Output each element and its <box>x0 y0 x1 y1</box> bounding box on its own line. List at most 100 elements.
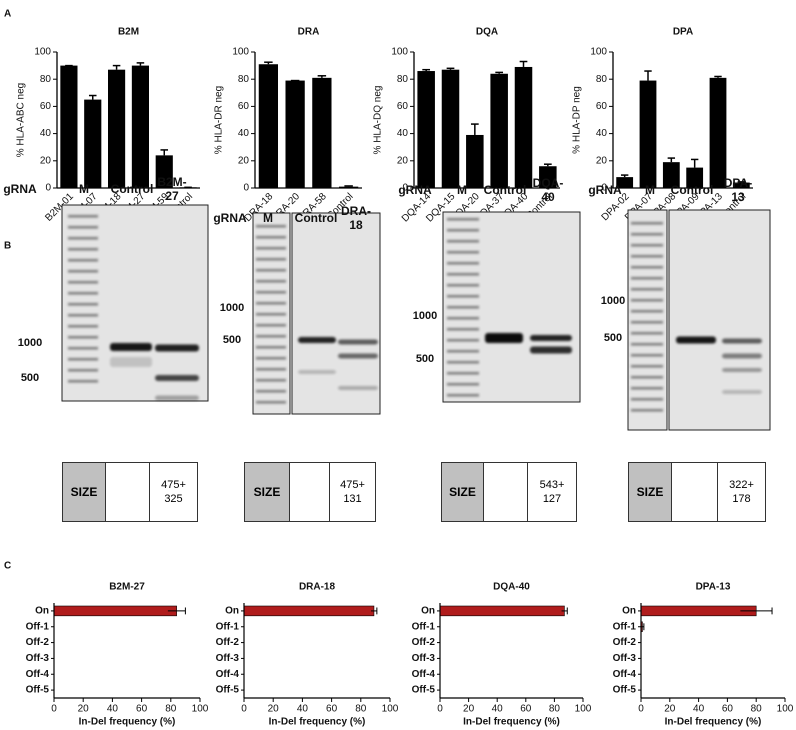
lane-label: Control <box>294 211 338 225</box>
y-tick-label: Off-2 <box>613 637 637 648</box>
lane-label: Control <box>110 182 154 196</box>
y-tick-label: Off-2 <box>26 637 50 648</box>
x-tick-label: 60 <box>520 704 532 715</box>
gel-band <box>256 269 286 272</box>
size-marker: 500 <box>603 332 623 344</box>
chart-title: DPA <box>673 27 693 38</box>
gel-band <box>68 325 98 328</box>
table-header: SIZE <box>62 462 106 522</box>
error-bar <box>470 123 479 135</box>
gel-band <box>447 383 479 386</box>
gel-band <box>530 346 572 354</box>
gel-band <box>631 354 663 357</box>
bar <box>616 177 634 188</box>
lane-label: M <box>645 183 655 197</box>
gel-band <box>447 394 479 397</box>
bar <box>131 65 149 188</box>
gel-band <box>338 353 378 359</box>
gel-band <box>631 409 663 412</box>
y-tick-label: 80 <box>40 74 52 85</box>
table-result: 322+ 178 <box>717 462 766 522</box>
chart-title: DRA <box>298 27 320 38</box>
gel-band <box>447 372 479 375</box>
error-bar <box>112 64 121 70</box>
y-tick-label: 60 <box>596 101 608 112</box>
bar <box>490 73 508 188</box>
error-bar <box>88 94 97 100</box>
table-empty <box>671 462 718 522</box>
gel-band <box>256 379 286 382</box>
gel-band <box>722 390 762 394</box>
chart-title: DRA-18 <box>299 582 336 593</box>
y-tick-label: Off-3 <box>216 653 240 664</box>
table-header: SIZE <box>628 462 672 522</box>
x-tick-label: 80 <box>355 704 367 715</box>
gel-band <box>68 380 98 383</box>
size-marker: 500 <box>20 372 40 384</box>
y-tick-label: 40 <box>238 128 250 139</box>
x-tick-label: 100 <box>382 704 399 715</box>
y-tick-label: 0 <box>601 183 607 194</box>
row-label: gRNA <box>3 182 37 196</box>
y-tick-label: Off-5 <box>216 685 240 696</box>
table-empty <box>289 462 330 522</box>
gel-band <box>722 368 762 372</box>
gel-band <box>447 218 479 221</box>
chart-title: DQA-40 <box>493 582 530 593</box>
y-tick-label: 80 <box>397 74 409 85</box>
y-tick-label: Off-1 <box>26 621 50 632</box>
x-tick-label: 40 <box>297 704 309 715</box>
y-tick-label: 20 <box>596 155 608 166</box>
x-tick-label: 20 <box>463 704 475 715</box>
y-tick-label: Off-5 <box>613 685 637 696</box>
y-tick-label: 20 <box>40 155 52 166</box>
bar <box>639 80 657 188</box>
gel-band <box>256 236 286 239</box>
gel-band <box>447 361 479 364</box>
gel-band <box>447 328 479 331</box>
panel-label: B <box>4 241 11 252</box>
gel-band <box>338 339 378 345</box>
chart-title: B2M-27 <box>109 582 145 593</box>
gel-band <box>68 259 98 262</box>
gel-band <box>447 251 479 254</box>
gel-band <box>722 338 762 344</box>
bar <box>108 69 126 188</box>
error-bar <box>519 60 528 67</box>
gel-band <box>256 357 286 360</box>
y-axis-label: % HLA-DR neg <box>214 86 225 154</box>
x-axis-label: In-Del frequency (%) <box>665 717 762 728</box>
gel-band <box>631 222 663 225</box>
gel-band <box>447 306 479 309</box>
y-tick-label: 20 <box>238 155 250 166</box>
x-tick-label: 80 <box>165 704 177 715</box>
bar <box>312 77 332 188</box>
gel-band <box>631 288 663 291</box>
y-tick-label: 100 <box>590 47 607 58</box>
panel-label: C <box>4 561 11 572</box>
gel-band <box>447 229 479 232</box>
gel-band <box>68 215 98 218</box>
gel-band <box>530 335 572 341</box>
error-bar <box>264 61 273 65</box>
error-bar <box>644 70 652 81</box>
y-tick-label: 80 <box>238 74 250 85</box>
bar <box>155 155 173 188</box>
gel-band <box>447 350 479 353</box>
gel-band <box>447 273 479 276</box>
gel-band <box>631 299 663 302</box>
y-tick-label: Off-5 <box>412 685 436 696</box>
gel-band <box>298 370 336 374</box>
gel-band <box>256 280 286 283</box>
table-result: 543+ 127 <box>527 462 577 522</box>
bar <box>640 605 757 617</box>
gel-band <box>722 353 762 359</box>
error-bar <box>714 75 722 78</box>
gel-band <box>447 295 479 298</box>
gel-band <box>631 365 663 368</box>
gel-band <box>155 395 199 401</box>
gel-band <box>447 317 479 320</box>
gel-band <box>631 387 663 390</box>
bar <box>539 166 557 188</box>
lane-label: B2M-27 <box>157 175 187 203</box>
